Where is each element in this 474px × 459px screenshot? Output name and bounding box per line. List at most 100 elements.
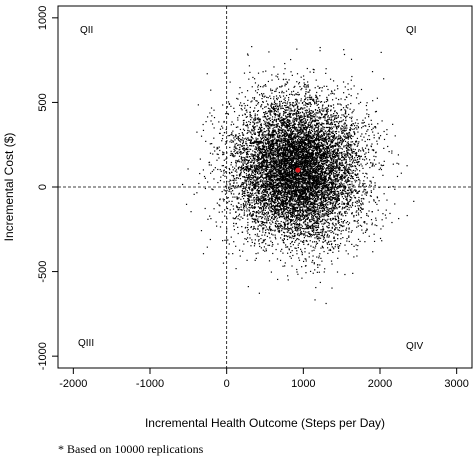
scatter-point xyxy=(228,243,230,245)
scatter-point xyxy=(379,167,382,169)
scatter-point xyxy=(342,129,344,132)
scatter-point xyxy=(344,167,346,170)
scatter-point xyxy=(314,116,316,118)
scatter-point xyxy=(261,196,263,198)
scatter-point xyxy=(261,163,263,165)
scatter-point xyxy=(260,124,262,126)
scatter-point xyxy=(330,229,332,232)
scatter-point xyxy=(300,133,302,135)
scatter-point xyxy=(260,123,262,125)
scatter-point xyxy=(366,144,368,146)
scatter-point xyxy=(276,197,278,200)
scatter-point xyxy=(287,187,289,189)
scatter-point xyxy=(352,148,354,150)
scatter-point xyxy=(243,206,245,208)
scatter-point xyxy=(290,131,292,133)
scatter-point xyxy=(279,145,281,148)
scatter-point xyxy=(325,132,327,134)
scatter-point xyxy=(312,147,314,149)
scatter-point xyxy=(300,231,302,234)
scatter-point xyxy=(251,189,253,191)
scatter-point xyxy=(353,245,355,247)
scatter-point xyxy=(227,101,230,103)
scatter-point xyxy=(232,208,235,210)
scatter-point xyxy=(294,117,297,120)
scatter-point xyxy=(254,82,257,84)
scatter-point xyxy=(248,78,250,80)
scatter-point xyxy=(312,169,315,171)
scatter-point xyxy=(263,136,265,138)
scatter-point xyxy=(352,152,354,154)
scatter-point xyxy=(356,157,359,159)
scatter-point xyxy=(237,138,239,140)
scatter-point xyxy=(307,224,310,226)
scatter-point xyxy=(301,194,303,196)
scatter-point xyxy=(294,247,296,249)
scatter-point xyxy=(342,215,344,217)
scatter-point xyxy=(328,189,331,191)
scatter-point xyxy=(320,229,322,231)
scatter-point xyxy=(290,195,292,197)
scatter-point xyxy=(269,176,272,178)
scatter-point xyxy=(286,195,288,197)
scatter-point xyxy=(302,154,304,156)
scatter-point xyxy=(372,176,374,178)
scatter-point xyxy=(305,111,307,113)
scatter-point xyxy=(340,218,342,220)
scatter-point xyxy=(278,140,281,142)
scatter-point xyxy=(262,176,264,179)
scatter-point xyxy=(255,167,257,169)
scatter-point xyxy=(309,159,311,161)
scatter-point xyxy=(303,199,305,201)
scatter-point xyxy=(264,142,267,145)
scatter-point xyxy=(336,171,338,173)
scatter-point xyxy=(286,82,289,84)
scatter-point xyxy=(331,243,333,245)
scatter-point xyxy=(302,122,304,124)
scatter-point xyxy=(311,157,314,159)
scatter-point xyxy=(349,153,352,156)
scatter-point xyxy=(365,172,367,174)
scatter-point xyxy=(244,158,246,160)
scatter-point xyxy=(235,245,237,247)
scatter-point xyxy=(294,151,296,153)
scatter-point xyxy=(334,153,336,156)
scatter-point xyxy=(298,172,300,174)
scatter-point xyxy=(295,209,297,211)
scatter-point xyxy=(323,205,325,208)
scatter-point xyxy=(365,125,367,127)
scatter-point xyxy=(297,181,299,184)
scatter-point xyxy=(260,142,262,144)
scatter-point xyxy=(312,68,314,70)
scatter-point xyxy=(336,166,339,168)
scatter-point xyxy=(247,54,249,56)
scatter-point xyxy=(335,193,337,195)
scatter-point xyxy=(311,261,313,263)
scatter-point xyxy=(350,102,352,105)
scatter-point xyxy=(257,182,259,184)
scatter-point xyxy=(254,113,256,115)
scatter-point xyxy=(258,159,260,162)
scatter-point xyxy=(270,176,272,179)
scatter-point xyxy=(323,160,325,162)
scatter-point xyxy=(257,109,260,112)
scatter-point xyxy=(261,192,263,194)
scatter-point xyxy=(281,116,283,118)
scatter-point xyxy=(290,71,292,73)
scatter-point xyxy=(325,231,327,233)
scatter-point xyxy=(353,128,356,130)
scatter-point xyxy=(241,109,243,111)
scatter-point xyxy=(302,127,304,129)
scatter-point xyxy=(258,161,260,164)
scatter-point xyxy=(258,239,260,241)
scatter-point xyxy=(372,251,374,253)
scatter-point xyxy=(249,157,252,160)
scatter-point xyxy=(328,236,330,238)
scatter-point xyxy=(371,129,373,131)
scatter-point xyxy=(336,194,338,196)
scatter-point xyxy=(247,99,249,101)
scatter-point xyxy=(304,200,307,202)
scatter-point xyxy=(243,194,245,197)
scatter-point xyxy=(309,193,311,195)
scatter-point xyxy=(242,204,245,206)
